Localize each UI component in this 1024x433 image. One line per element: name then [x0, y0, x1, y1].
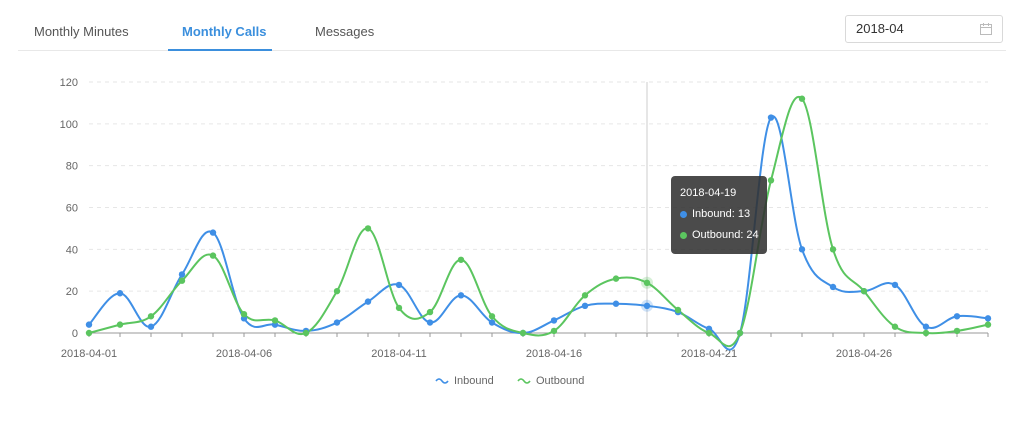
outbound-point[interactable] [178, 277, 186, 284]
inbound-point[interactable] [364, 298, 372, 305]
tooltip-outbound: Outbound: 24 [680, 225, 767, 246]
chart-tooltip: 2018-04-19 Inbound: 13 Outbound: 24 [671, 176, 767, 254]
y-tick-label: 60 [66, 203, 78, 215]
y-tick-label: 100 [60, 119, 78, 131]
outbound-point[interactable] [147, 313, 155, 320]
inbound-series-line [88, 115, 989, 351]
outbound-point[interactable] [85, 329, 93, 337]
x-tick-label: 2018-04-16 [526, 348, 582, 360]
outbound-point[interactable] [643, 279, 651, 286]
y-tick-label: 20 [66, 286, 78, 298]
inbound-point[interactable] [209, 229, 217, 236]
inbound-point[interactable] [798, 246, 806, 253]
x-tick-label: 2018-04-26 [836, 348, 892, 360]
inbound-point[interactable] [643, 302, 651, 310]
outbound-point[interactable] [674, 306, 682, 314]
series-lines [85, 95, 992, 351]
inbound-point[interactable] [612, 300, 620, 307]
inbound-point[interactable] [395, 281, 403, 289]
inbound-point[interactable] [953, 313, 961, 320]
outbound-point[interactable] [581, 292, 589, 299]
outbound-point[interactable] [457, 256, 465, 263]
month-picker[interactable] [845, 15, 1003, 43]
outbound-point[interactable] [240, 310, 248, 318]
outbound-point[interactable] [922, 329, 930, 337]
inbound-point[interactable] [767, 114, 775, 121]
outbound-point[interactable] [395, 304, 403, 312]
tooltip-inbound-label: Inbound: 13 [692, 208, 751, 220]
outbound-point[interactable] [488, 313, 496, 320]
y-tick-label: 120 [60, 77, 78, 89]
inbound-point[interactable] [891, 281, 899, 289]
y-tick-label: 0 [72, 328, 78, 340]
y-axis: 0 20 40 60 80 100 120 [60, 77, 78, 340]
inbound-dot-icon [680, 210, 687, 218]
outbound-series-line [88, 95, 989, 348]
outbound-point[interactable] [550, 327, 558, 335]
x-tick-label: 2018-04-11 [371, 348, 426, 360]
month-input[interactable] [856, 21, 966, 36]
inbound-point[interactable] [116, 290, 124, 297]
inbound-point[interactable] [178, 271, 186, 278]
outbound-point[interactable] [209, 252, 217, 259]
grid-lines [89, 81, 988, 292]
tab-bar: Monthly Minutes Monthly Calls Messages [18, 14, 1006, 51]
tooltip-inbound: Inbound: 13 [680, 204, 767, 225]
active-tab-indicator [168, 49, 272, 51]
calendar-icon[interactable] [980, 23, 992, 35]
outbound-point[interactable] [736, 329, 744, 337]
outbound-point[interactable] [953, 327, 961, 335]
inbound-point[interactable] [984, 315, 992, 322]
inbound-point[interactable] [488, 319, 496, 326]
outbound-point[interactable] [612, 275, 620, 282]
inbound-point[interactable] [147, 323, 155, 330]
outbound-point[interactable] [333, 287, 341, 295]
outbound-point[interactable] [891, 323, 899, 330]
outbound-point[interactable] [705, 329, 713, 337]
tab-messages[interactable]: Messages [315, 24, 375, 39]
inbound-point[interactable] [550, 317, 558, 324]
y-tick-label: 40 [66, 244, 78, 256]
outbound-point[interactable] [426, 308, 434, 316]
inbound-legend-icon[interactable] [435, 378, 449, 384]
outbound-point[interactable] [519, 329, 527, 337]
x-tick-label: 2018-04-01 [61, 348, 117, 360]
x-tick-label: 2018-04-06 [216, 348, 272, 360]
outbound-point[interactable] [860, 287, 868, 295]
inbound-point[interactable] [581, 302, 589, 310]
outbound-point[interactable] [116, 321, 124, 328]
x-axis: 2018-04-01 2018-04-06 2018-04-11 2018-04-16… [61, 332, 989, 360]
x-tick-label: 2018-04-21 [681, 348, 737, 360]
outbound-point[interactable] [302, 329, 310, 337]
outbound-dot-icon [680, 231, 687, 239]
tooltip-date: 2018-04-19 [680, 187, 737, 199]
tab-monthly-calls[interactable]: Monthly Calls [182, 24, 267, 39]
inbound-point[interactable] [457, 292, 465, 299]
outbound-legend-icon[interactable] [517, 378, 531, 384]
legend: Inbound Outbound [435, 375, 584, 387]
outbound-point[interactable] [271, 317, 279, 324]
inbound-point[interactable] [333, 319, 341, 326]
tab-monthly-minutes[interactable]: Monthly Minutes [34, 24, 129, 39]
outbound-point[interactable] [364, 225, 372, 232]
outbound-point[interactable] [798, 95, 806, 102]
inbound-point[interactable] [426, 319, 434, 326]
inbound-point[interactable] [922, 323, 930, 330]
inbound-point[interactable] [85, 321, 93, 328]
y-tick-label: 80 [66, 161, 78, 173]
outbound-point[interactable] [767, 177, 775, 184]
inbound-point[interactable] [829, 283, 837, 291]
outbound-point[interactable] [984, 321, 992, 328]
inbound-legend-label[interactable]: Inbound [454, 375, 494, 387]
outbound-legend-label[interactable]: Outbound [536, 375, 584, 387]
tooltip-outbound-label: Outbound: 24 [692, 229, 759, 241]
outbound-point[interactable] [829, 246, 837, 253]
